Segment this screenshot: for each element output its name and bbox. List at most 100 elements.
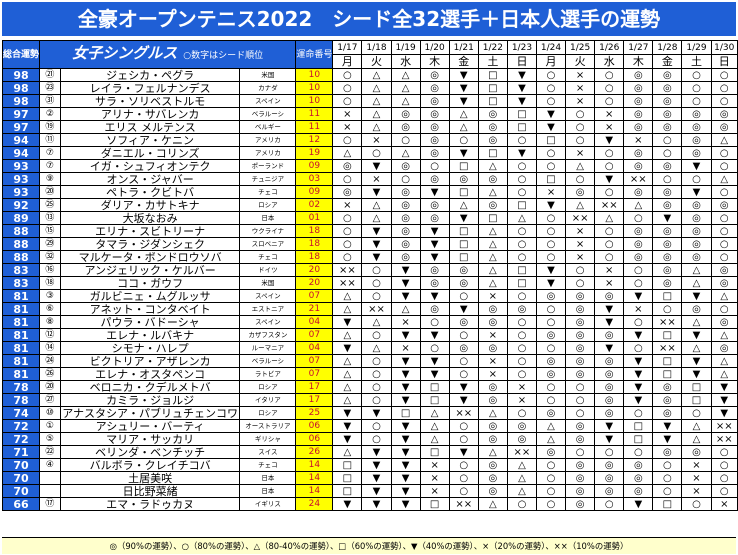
player-rank: 07 — [295, 289, 334, 303]
date-header: 1/22 — [477, 40, 508, 55]
fortune-mark: △ — [361, 198, 392, 212]
fortune-mark: ×× — [448, 497, 479, 511]
fortune-mark: ◎ — [652, 406, 683, 420]
fortune-mark: ○ — [535, 250, 567, 264]
fortune-mark: ▼ — [390, 393, 421, 407]
fortune-mark: ▼ — [390, 289, 421, 303]
player-seed: ⑳ — [39, 185, 61, 199]
fortune-mark: △ — [332, 445, 363, 459]
player-nation: オーストラリア — [239, 419, 297, 433]
fortune-mark: □ — [506, 120, 537, 134]
player-score: 93 — [1, 172, 41, 186]
player-seed: ⑯ — [39, 263, 61, 277]
score-header: 総合運勢 — [1, 40, 41, 69]
fortune-mark: ○ — [332, 250, 363, 264]
fortune-mark: ○ — [506, 250, 537, 264]
fortune-mark: ○ — [332, 237, 363, 251]
player-seed — [39, 471, 61, 485]
fortune-mark: × — [477, 289, 508, 303]
fortune-mark: ○ — [390, 133, 421, 147]
fortune-mark: ○ — [419, 315, 450, 329]
fortune-mark: ◎ — [594, 393, 625, 407]
fortune-mark: ◎ — [681, 224, 712, 238]
fortune-mark: △ — [535, 419, 567, 433]
fortune-mark: ◎ — [594, 484, 625, 498]
player-rank: 07 — [295, 328, 334, 342]
fortune-mark: ◎ — [565, 458, 596, 472]
fortune-mark: ×× — [652, 341, 683, 355]
fortune-mark: ◎ — [623, 146, 654, 160]
fortune-mark: ▼ — [652, 432, 683, 446]
fortune-mark: ○ — [565, 107, 596, 121]
fortune-mark: ◎ — [565, 328, 596, 342]
fortune-mark: ▼ — [594, 419, 625, 433]
fortune-mark: △ — [594, 211, 625, 225]
player-name: ベリンダ・ベンチッチ — [59, 445, 241, 459]
fortune-mark: ○ — [565, 120, 596, 134]
fortune-mark: ○ — [623, 263, 654, 277]
player-score: 70 — [1, 471, 41, 485]
fortune-mark: ◎ — [419, 263, 450, 277]
fortune-mark: ▼ — [594, 341, 625, 355]
player-rank: 10 — [295, 94, 334, 108]
fortune-mark: ○ — [681, 68, 712, 82]
section-title-cell: 女子シングルス ○数字はシード順位 — [39, 40, 297, 69]
player-score: 88 — [1, 250, 41, 264]
fortune-mark: ▼ — [623, 328, 654, 342]
weekday-header: 金 — [448, 54, 479, 69]
fortune-mark: ◎ — [594, 471, 625, 485]
fortune-mark: ▼ — [448, 302, 479, 316]
fortune-mark: ◎ — [565, 484, 596, 498]
fortune-mark: ◎ — [594, 354, 625, 368]
player-score: 81 — [1, 341, 41, 355]
fortune-mark: ◎ — [565, 289, 596, 303]
player-rank: 21 — [295, 302, 334, 316]
fortune-mark: △ — [332, 367, 363, 381]
fortune-mark: ◎ — [710, 107, 738, 121]
player-row: 94 ⑦ ダニエル・コリンズ アメリカ 19 △ ○ △ ◎ ▼ □ ▼ ○ × ○ ◎ ○ ◎ ○ — [1, 146, 738, 160]
fortune-mark: ◎ — [390, 250, 421, 264]
player-score: 78 — [1, 380, 41, 394]
fortune-mark: ○ — [448, 432, 479, 446]
fortune-mark: □ — [390, 406, 421, 420]
player-row: 72 ① アシュリー・バーティ オーストラリア 06 ▼ ○ ▼ △ ○ ◎ ◎ △ ◎ ▼ □ ▼ △ ×× — [1, 419, 738, 433]
fortune-mark: ◎ — [448, 315, 479, 329]
fortune-mark: ▼ — [361, 471, 392, 485]
fortune-mark: ◎ — [623, 484, 654, 498]
player-rank: 02 — [295, 198, 334, 212]
fortune-mark: ◎ — [652, 393, 683, 407]
player-rank: 24 — [295, 497, 334, 511]
fortune-mark: ◎ — [565, 367, 596, 381]
player-nation: 米国 — [239, 276, 297, 290]
fortune-mark: ○ — [535, 159, 567, 173]
fortune-mark: ◎ — [652, 81, 683, 95]
fortune-mark: ◎ — [565, 341, 596, 355]
fortune-mark: △ — [361, 107, 392, 121]
fortune-mark: ▼ — [361, 497, 392, 511]
player-rank: 14 — [295, 484, 334, 498]
fortune-mark: ◎ — [594, 406, 625, 420]
player-score: 72 — [1, 432, 41, 446]
fortune-mark: ○ — [710, 458, 738, 472]
fortune-mark: ○ — [710, 211, 738, 225]
fortune-mark: ◎ — [419, 211, 450, 225]
legend: ◎（90%の運勢）、○（80%の運勢）、△（80-40%の運勢）、□（60%の運… — [2, 537, 736, 554]
player-nation: スロベニア — [239, 237, 297, 251]
player-score: 81 — [1, 315, 41, 329]
section-note: ○数字はシード順位 — [183, 51, 264, 61]
fortune-mark: △ — [477, 497, 508, 511]
fortune-mark: ◎ — [477, 302, 508, 316]
player-seed: ㉕ — [39, 198, 61, 212]
fortune-mark: ○ — [535, 94, 567, 108]
fortune-mark: ○ — [652, 484, 683, 498]
fortune-mark: ▼ — [535, 198, 567, 212]
fortune-mark: ○ — [535, 146, 567, 160]
player-name: ペトラ・クビトバ — [59, 185, 241, 199]
fortune-mark: ▼ — [332, 419, 363, 433]
fortune-mark: △ — [623, 198, 654, 212]
fortune-mark: △ — [419, 406, 450, 420]
fortune-mark: × — [535, 185, 567, 199]
fortune-mark: △ — [477, 237, 508, 251]
fortune-mark: ◎ — [710, 276, 738, 290]
